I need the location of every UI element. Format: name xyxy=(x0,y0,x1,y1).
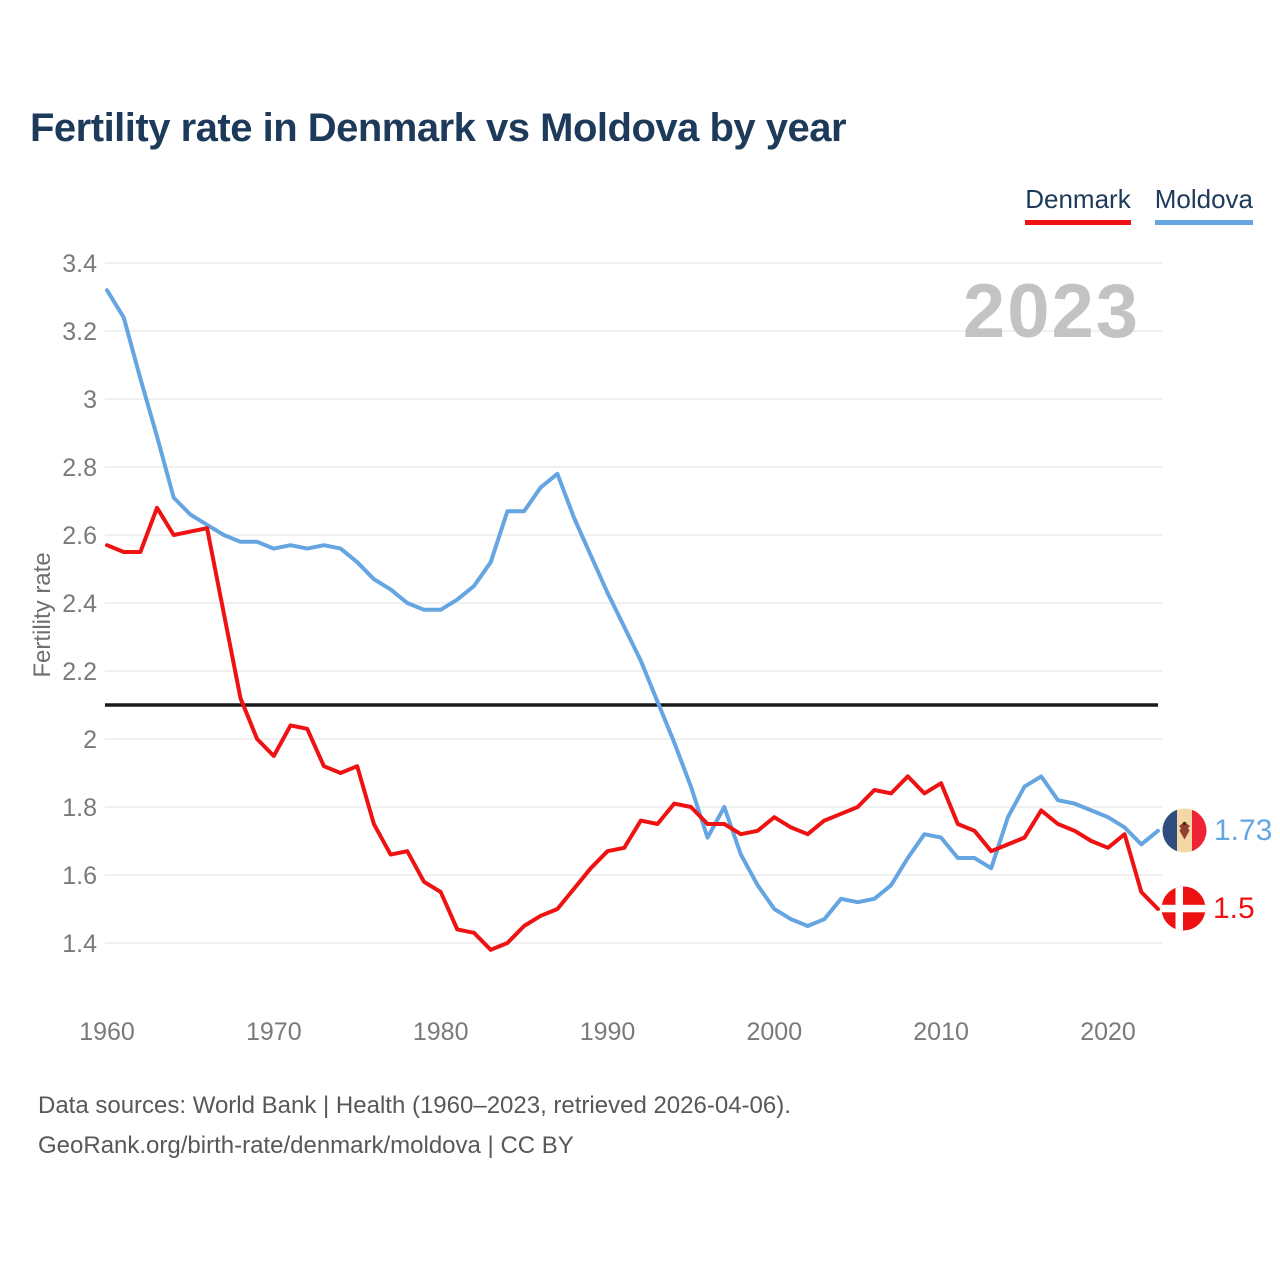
y-tick-label: 1.8 xyxy=(62,794,97,822)
moldova-end-value: 1.73 xyxy=(1214,813,1273,847)
footer-source-line: Data sources: World Bank | Health (1960–… xyxy=(38,1092,791,1119)
x-tick-label: 1990 xyxy=(580,1018,636,1046)
moldova-flag-icon xyxy=(1162,808,1207,853)
series-denmark-line[interactable] xyxy=(105,505,1160,952)
y-tick-label: 2.4 xyxy=(62,590,97,618)
legend-item-moldova[interactable]: Moldova xyxy=(1154,184,1253,225)
chart-title: Fertility rate in Denmark vs Moldova by … xyxy=(30,106,847,150)
watermark-year: 2023 xyxy=(962,269,1140,354)
legend: Denmark Moldova xyxy=(1025,184,1253,225)
y-tick-label: 2 xyxy=(83,726,97,754)
x-tick-label: 2000 xyxy=(746,1018,802,1046)
y-tick-label: 2.8 xyxy=(62,454,97,482)
x-tick-label: 1970 xyxy=(246,1018,302,1046)
y-tick-label: 3.2 xyxy=(62,318,97,346)
footer: Data sources: World Bank | Health (1960–… xyxy=(38,1086,791,1166)
moldova-end-label: 1.73 xyxy=(1162,808,1272,853)
y-tick-label: 2.2 xyxy=(62,658,97,686)
footer-link-line[interactable]: GeoRank.org/birth-rate/denmark/moldova |… xyxy=(38,1132,574,1159)
x-tick-label: 2010 xyxy=(913,1018,969,1046)
y-tick-label: 1.4 xyxy=(62,930,97,958)
y-tick-label: 3 xyxy=(83,386,97,414)
x-tick-label: 2020 xyxy=(1080,1018,1136,1046)
x-tick-label: 1960 xyxy=(79,1018,135,1046)
x-tick-label: 1980 xyxy=(413,1018,469,1046)
y-tick-label: 1.6 xyxy=(62,862,97,890)
denmark-end-value: 1.5 xyxy=(1213,891,1255,925)
denmark-end-label: 1.5 xyxy=(1161,886,1255,931)
series-moldova-line[interactable] xyxy=(105,288,1160,928)
y-tick-label: 3.4 xyxy=(62,250,97,278)
legend-item-denmark[interactable]: Denmark xyxy=(1025,184,1131,225)
denmark-flag-icon xyxy=(1161,886,1206,931)
y-tick-label: 2.6 xyxy=(62,522,97,550)
